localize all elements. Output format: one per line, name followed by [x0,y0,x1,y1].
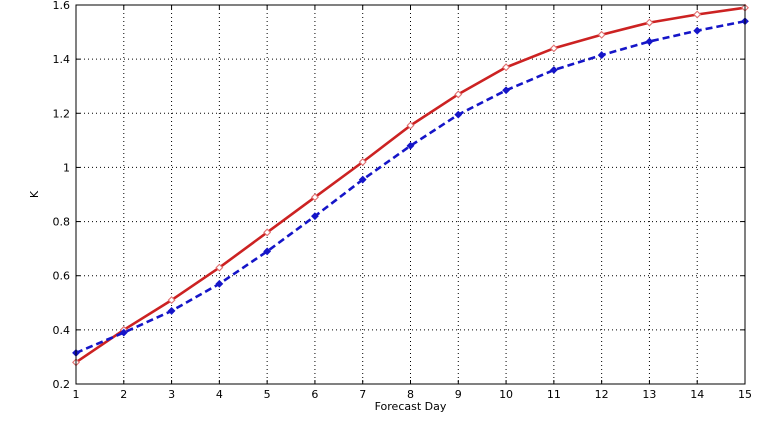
series-2-point [358,175,367,184]
series-1-point [454,90,463,99]
x-tick-label: 11 [547,388,561,401]
series-2-point [645,37,654,46]
x-tick-label: 7 [359,388,366,401]
x-tick-label: 5 [264,388,271,401]
series-2-point [167,307,176,315]
series-1-point [597,30,606,39]
y-tick-label: 1.2 [53,107,71,120]
series-2-point [215,279,224,288]
series-2-point [263,247,272,256]
x-tick-label: 2 [120,388,127,401]
x-tick-label: 9 [455,388,462,401]
series-1-point [502,63,511,72]
x-tick-label: 10 [499,388,513,401]
series-layer [72,3,749,367]
series-2-point [502,86,510,95]
y-tick-label: 1.4 [53,53,71,66]
series-1 [72,3,749,367]
y-tick-label: 0.4 [53,324,71,337]
series-1-point [549,44,558,53]
y-tick-label: 0.8 [53,216,71,229]
y-tick-label: 1.6 [53,0,71,12]
series-2-point [597,51,606,59]
series-2-point [693,26,702,35]
x-tick-label: 13 [642,388,656,401]
x-tick-label: 3 [168,388,175,401]
x-tick-label: 1 [73,388,80,401]
x-tick-label: 8 [407,388,414,401]
y-axis-title: K [28,190,41,198]
series-2-point [311,212,319,221]
series-1-point [215,263,224,272]
x-tick-label: 14 [690,388,704,401]
series-2-point [549,66,558,74]
series-1-point [310,193,319,202]
series-2-line [75,19,746,355]
series-1-point [406,121,415,130]
x-tick-label: 15 [738,388,752,401]
series-2 [72,17,749,357]
series-1-point [645,18,654,27]
ticks: 1 2 3 4 5 6 7 8 9 10 11 12 13 14 150.20.40.60.811.21.4… [53,0,753,401]
y-tick-label: 0.2 [53,378,71,391]
series-2-point [406,141,415,150]
series-1-point [263,228,272,237]
x-tick-label: 6 [311,388,318,401]
series-1-point [167,296,176,305]
x-tick-label: 4 [216,388,223,401]
x-tick-label: 12 [595,388,609,401]
grid [76,5,745,384]
series-2-point [119,328,128,337]
series-1-point [693,10,702,19]
y-tick-label: 1 [63,161,70,174]
y-tick-label: 0.6 [53,270,71,283]
series-2-point [454,110,463,119]
x-axis-title: Forecast Day [375,400,447,413]
series-1-point [358,158,367,166]
